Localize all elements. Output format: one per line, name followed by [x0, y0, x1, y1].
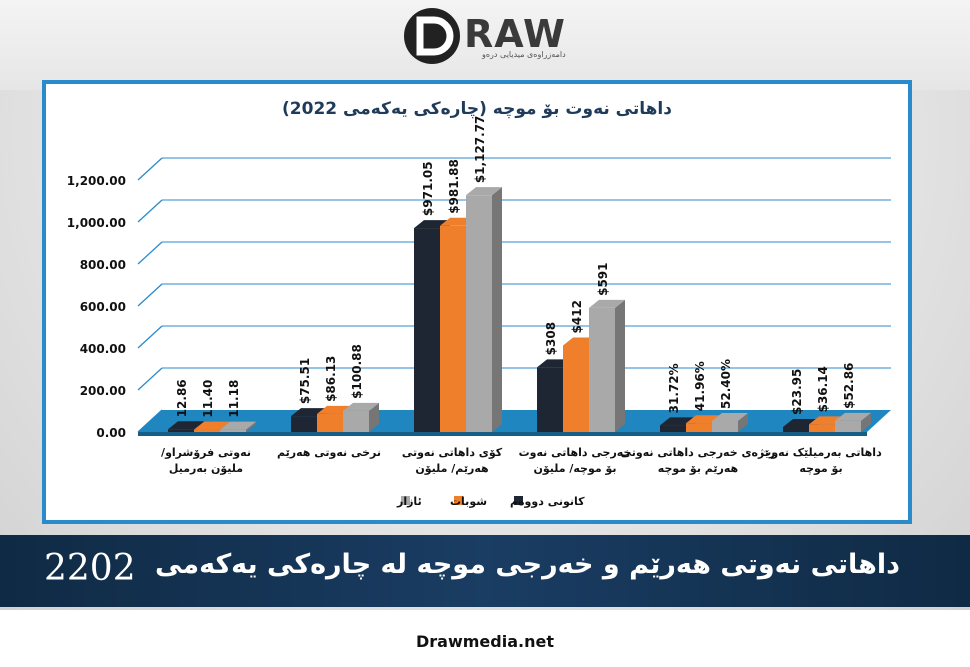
category-label: هەرێم/ ملیۆن [415, 462, 488, 475]
bar-value-label: $308 [544, 322, 558, 355]
bar-value-label: $1,127.77 [473, 116, 487, 184]
bar-top [466, 187, 502, 196]
legend-swatch [454, 496, 463, 505]
headline: داهاتی نەوتی هەرێم و خەرجی موچە لە چارەک… [155, 549, 900, 580]
category-label: هەرێم بۆ موچە [658, 462, 738, 475]
grid-diagonal [137, 283, 163, 307]
category-label: خەرجی داهاتی نەوت [519, 446, 632, 459]
bar-value-label: 11.40 [201, 380, 215, 418]
bar-value-label: $75.51 [298, 358, 312, 404]
bar-value-label: $36.14 [816, 366, 830, 412]
bar-top [168, 421, 204, 430]
y-tick-label: 600.00 [80, 300, 126, 314]
grid-diagonal [137, 367, 163, 391]
bar-top [712, 412, 748, 421]
bar-value-label: $591 [596, 262, 610, 295]
y-tick-label: 1,200.00 [67, 174, 126, 188]
top-band [0, 0, 970, 90]
chart-frame: داهاتی نەوت بۆ موچە (چارەکی یەکەمی 2022)… [42, 80, 912, 524]
bar-top [835, 412, 871, 421]
headline-band [0, 535, 970, 607]
bar [537, 367, 563, 432]
category-label: بۆ موچە/ ملیۆن [533, 462, 616, 475]
bar-side [615, 299, 625, 432]
logo-d-icon [416, 16, 454, 56]
bar-top [220, 421, 256, 430]
bar [686, 423, 712, 432]
grid-diagonal [137, 241, 163, 265]
bar-value-label: $981.88 [447, 159, 461, 214]
bar [466, 195, 492, 432]
category-label: نرخی نەوتی هەرێم [277, 446, 381, 459]
category-label: رێژەی خەرجی داهاتی نەوتی [621, 446, 776, 459]
category-label: نەوتی فرۆشراو/ [161, 446, 251, 459]
bar-side [738, 412, 748, 432]
bar [809, 424, 835, 432]
bar-value-label: 12.86 [175, 379, 189, 417]
bar [317, 413, 343, 432]
legend-label: شوبات [450, 495, 487, 508]
logo-subtitle: دامەزراوەی میدیایی درەو [482, 50, 566, 59]
bar-value-label: $100.88 [350, 344, 364, 399]
bar-value-label: 31.72% [667, 363, 681, 413]
bar-value-label: 41.96% [693, 361, 707, 411]
bar-value-label: $86.13 [324, 356, 338, 402]
bar [589, 307, 615, 432]
bar-side [492, 187, 502, 432]
chart-floor-edge [138, 432, 867, 436]
grid-diagonal [137, 157, 163, 181]
bar [835, 420, 861, 432]
bar [291, 416, 317, 432]
grid-diagonal [137, 199, 163, 223]
legend-label: کانونی دووەم [510, 495, 585, 508]
logo-mark [404, 8, 460, 64]
bar-top [343, 402, 379, 411]
category-label: بۆ موچە [799, 462, 842, 475]
bar-chart: داهاتی نەوت بۆ موچە (چارەکی یەکەمی 2022)… [67, 99, 891, 508]
bar-top [194, 421, 230, 430]
grid-diagonal [137, 325, 163, 349]
logo-text: RAW [464, 12, 566, 56]
bar [168, 429, 194, 432]
chart-title: داهاتی نەوت بۆ موچە (چارەکی یەکەمی 2022) [282, 99, 672, 119]
headline-year: 2202 [44, 548, 136, 589]
category-label: کۆی داهاتی نەوتی [402, 446, 503, 459]
bar-side [369, 402, 379, 432]
chart-floor [138, 410, 891, 432]
bar-value-label: 52.40% [719, 359, 733, 409]
y-tick-label: 400.00 [80, 342, 126, 356]
footer [0, 610, 970, 667]
legend-label: ئازار [396, 495, 422, 508]
bar [440, 225, 466, 432]
website-link[interactable]: Drawmedia.net [416, 632, 554, 651]
bar [343, 410, 369, 432]
bar-top [589, 299, 625, 308]
bar-value-label: 11.18 [227, 380, 241, 418]
category-label: داهاتی بەرمیلێک نەوت [760, 446, 882, 459]
bar-side [246, 421, 256, 432]
y-tick-label: 200.00 [80, 384, 126, 398]
y-tick-label: 1,000.00 [67, 216, 126, 230]
bar [194, 429, 220, 432]
legend-swatch [514, 496, 523, 505]
bar [660, 425, 686, 432]
category-label: ملیۆن بەرمیل [169, 462, 243, 475]
bar-value-label: $412 [570, 300, 584, 333]
bar [220, 429, 246, 432]
bar-side [861, 412, 871, 432]
legend-swatch [401, 496, 410, 505]
bar [783, 426, 809, 432]
y-tick-label: 800.00 [80, 258, 126, 272]
brand-logo: RAW دامەزراوەی میدیایی درەو [404, 8, 594, 66]
y-tick-label: 0.00 [96, 426, 126, 440]
bar-value-label: $971.05 [421, 161, 435, 216]
bar-value-label: $23.95 [790, 369, 804, 415]
bar-value-label: $52.86 [842, 363, 856, 409]
bar [712, 420, 738, 432]
bar [563, 345, 589, 432]
bar [414, 228, 440, 432]
